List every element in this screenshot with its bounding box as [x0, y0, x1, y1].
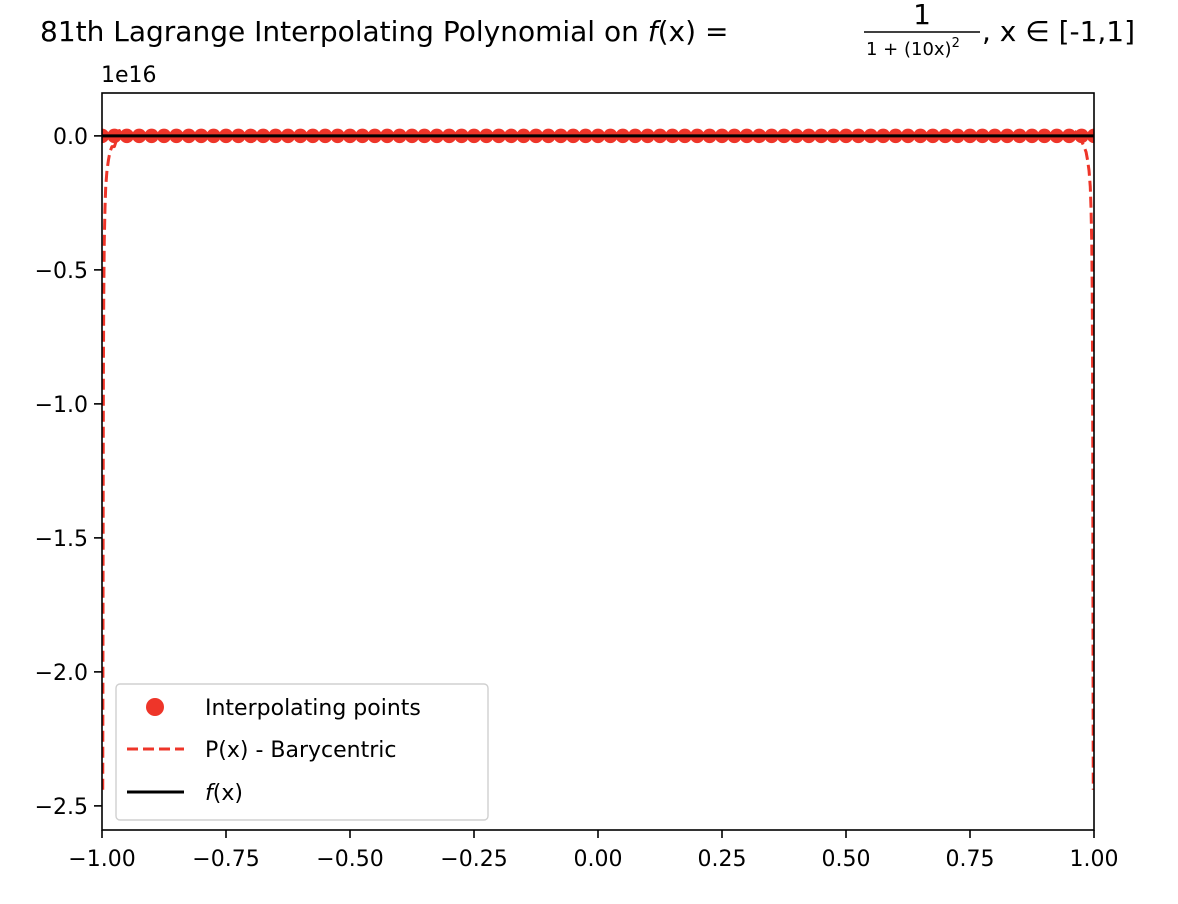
title-fraction: 1 1 + (10x)2 [864, 0, 980, 60]
legend-label-fx: f(x) [205, 781, 243, 806]
x-tick-label: −0.50 [316, 847, 383, 872]
y-tick-label: −0.5 [35, 259, 88, 284]
title-suffix: , x ∈ [-1,1] [982, 15, 1135, 48]
y-axis: 0.0 −0.5 −1.0 −1.5 −2.0 −2.5 [35, 125, 102, 820]
x-tick-label: −0.25 [440, 847, 507, 872]
legend-label-barycentric: P(x) - Barycentric [205, 738, 396, 763]
chart-title: 81th Lagrange Interpolating Polynomial o… [40, 15, 728, 48]
title-fraction-numerator: 1 [913, 0, 931, 31]
x-tick-label: 0.00 [574, 847, 623, 872]
title-fraction-denominator: 1 + (10x)2 [866, 36, 960, 60]
legend: Interpolating points P(x) - Barycentric … [115, 683, 489, 821]
y-offset-label: 1e16 [101, 63, 157, 88]
y-tick-label: −2.5 [35, 795, 88, 820]
x-tick-label: 1.00 [1070, 847, 1119, 872]
y-tick-label: 0.0 [53, 125, 88, 150]
legend-box [115, 683, 489, 821]
x-tick-label: 0.50 [822, 847, 871, 872]
legend-marker-interpolating-points [146, 698, 164, 716]
x-tick-label: 0.75 [946, 847, 995, 872]
x-tick-label: 0.25 [698, 847, 747, 872]
y-tick-label: −1.5 [35, 527, 88, 552]
x-tick-label: −1.00 [68, 847, 135, 872]
y-tick-label: −1.0 [35, 393, 88, 418]
plot-area [102, 128, 1094, 790]
y-tick-label: −2.0 [35, 661, 88, 686]
x-axis: −1.00 −0.75 −0.50 −0.25 0.00 0.25 0.50 0.75 1.00 [68, 830, 1118, 872]
x-tick-label: −0.75 [192, 847, 259, 872]
legend-label-interpolating-points: Interpolating points [205, 696, 421, 721]
